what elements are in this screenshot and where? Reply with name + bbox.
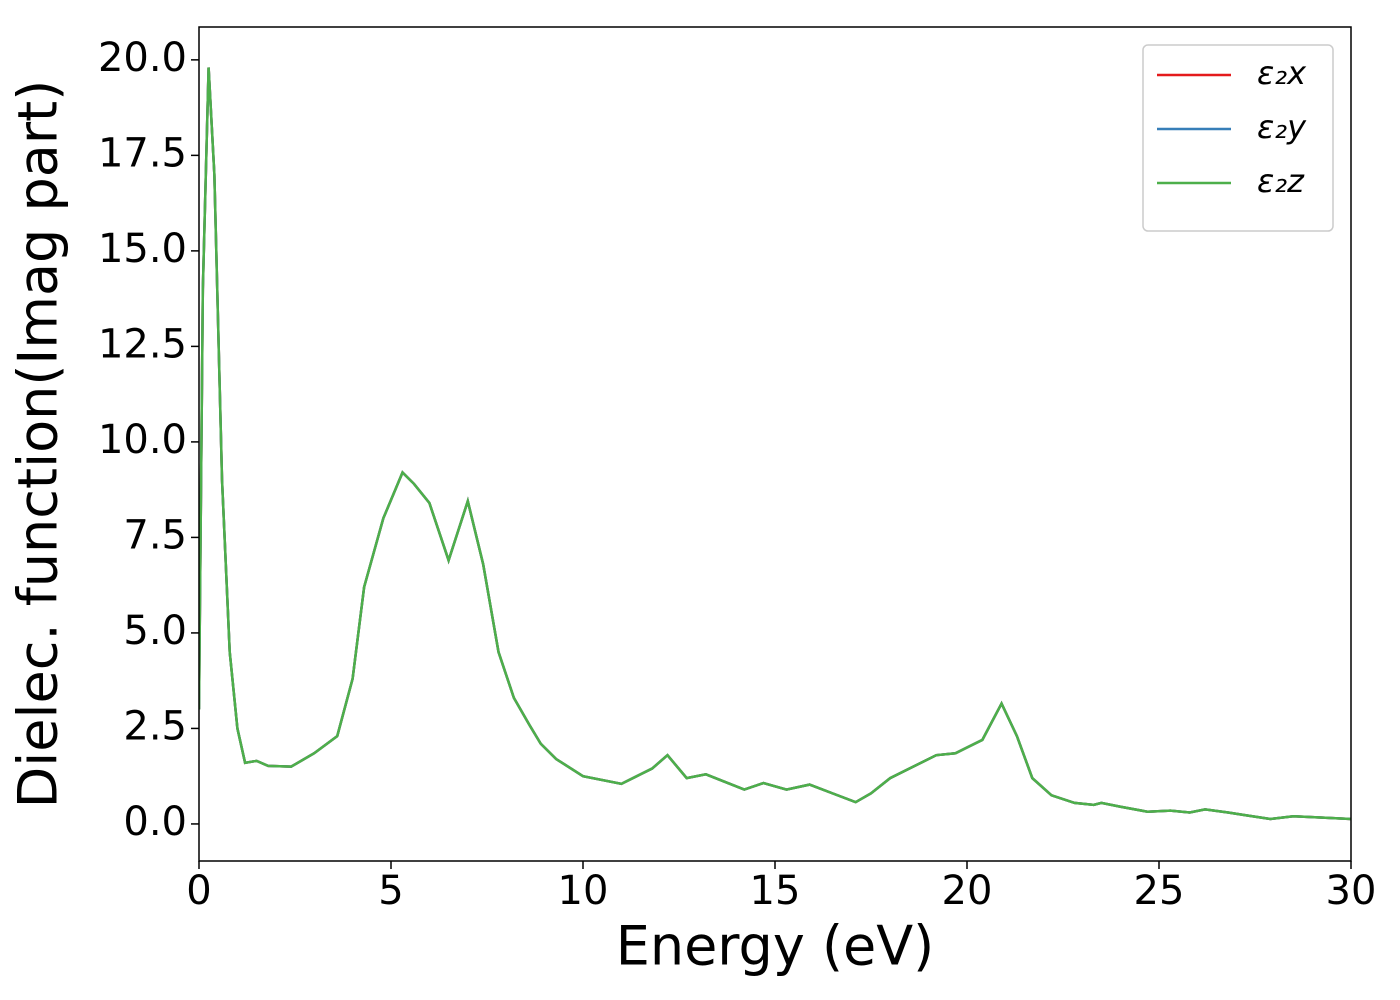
x-tick-label: 5 [378,868,403,914]
y-tick-label: 20.0 [98,35,187,81]
y-tick-label: 17.5 [98,130,187,176]
plot-frame [198,26,1352,862]
y-tick-label: 12.5 [98,321,187,367]
x-tick-label: 15 [750,868,801,914]
x-tick-label: 10 [558,868,609,914]
legend-box [1142,44,1334,232]
x-tick-label: 0 [186,868,211,914]
legend-label: ε₂x [1257,54,1307,92]
y-axis-label: Dielec. function(Imag part) [7,80,70,809]
x-tick-label: 20 [942,868,993,914]
x-tick-label: 25 [1134,868,1185,914]
y-tick-label: 0.0 [123,799,187,845]
y-tick-label: 10.0 [98,417,187,463]
y-tick-label: 7.5 [123,512,187,558]
y-tick-label: 5.0 [123,608,187,654]
legend-label: ε₂z [1257,162,1305,200]
y-tick-label: 2.5 [123,703,187,749]
y-tick-label: 15.0 [98,226,187,272]
x-tick-label: 30 [1326,868,1377,914]
legend-label: ε₂y [1257,108,1307,146]
series-line [199,67,1351,821]
x-axis-label: Energy (eV) [616,915,935,978]
